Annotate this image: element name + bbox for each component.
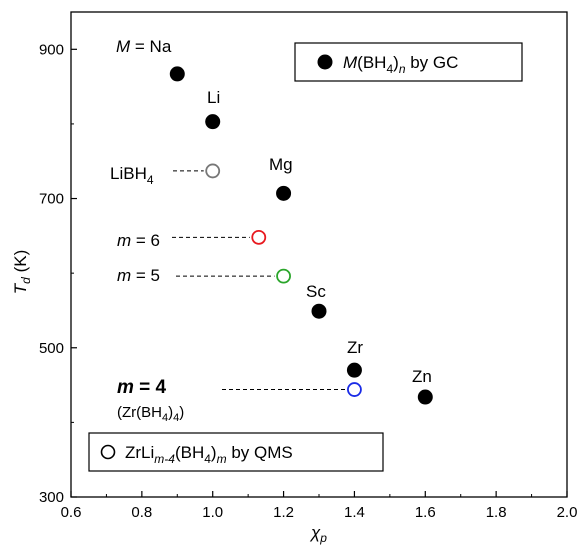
label-m4: m = 4: [117, 377, 167, 398]
legend-gc-box: [294, 42, 523, 82]
point-sc: [311, 303, 327, 319]
leader-lines: [172, 170, 346, 391]
label-m6: m = 6: [117, 231, 160, 250]
point-m-5: [276, 268, 291, 284]
axes: [70, 11, 568, 498]
label-zrbh4: (Zr(BH4)4): [117, 404, 184, 424]
label-mg: Mg: [269, 155, 293, 174]
x-ticks: 0.6 0.8 1.0 1.2 1.4 1.6 1.8 2.0: [61, 491, 578, 521]
label-m5: m = 5: [117, 266, 160, 285]
y-tick-label: 900: [39, 41, 64, 58]
legend-qms: ZrLim-4(BH4)m by QMS: [88, 432, 384, 472]
label-libh4: LiBH4: [110, 164, 154, 187]
y-ticks: 300 500 700 900: [39, 41, 77, 506]
point-m-4: [347, 382, 362, 397]
label-li: Li: [207, 88, 220, 107]
x-tick-label: 0.6: [61, 504, 82, 521]
x-tick-label: 1.2: [273, 504, 294, 521]
legend-open-marker: [100, 444, 116, 460]
y-tick-label: 700: [39, 191, 64, 208]
legend-gc: M(BH4)n by GC: [294, 42, 523, 82]
legend-filled-marker: [317, 54, 333, 70]
data-points: [169, 66, 433, 405]
x-tick-label: 1.8: [486, 504, 507, 521]
y-tick-label: 300: [39, 489, 64, 506]
label-zn: Zn: [412, 367, 432, 386]
y-axis-label: Td (K): [11, 250, 33, 294]
point-zr: [346, 362, 362, 378]
x-tick-label: 1.0: [202, 504, 223, 521]
point-labels: M = Na Li Mg Sc Zr Zn LiBH4 m = 6 m = 5 …: [110, 37, 432, 424]
legend-qms-box: [88, 432, 384, 472]
plot-frame: [70, 11, 568, 498]
point-zn: [417, 389, 433, 405]
point-m-na: [169, 66, 185, 82]
x-tick-label: 0.8: [131, 504, 152, 521]
label-na: M = Na: [116, 37, 172, 56]
point-m-6: [251, 229, 267, 245]
point-libh4: [205, 163, 221, 179]
x-axis-label: χp: [309, 523, 327, 545]
label-sc: Sc: [306, 282, 326, 301]
point-mg: [276, 185, 292, 201]
x-tick-label: 1.4: [344, 504, 365, 521]
x-tick-label: 2.0: [557, 504, 578, 521]
label-zr: Zr: [347, 338, 363, 357]
legend-gc-label: M(BH4)n by GC: [343, 53, 458, 76]
x-tick-label: 1.6: [415, 504, 436, 521]
y-tick-label: 500: [39, 340, 64, 357]
point-li: [205, 114, 221, 130]
